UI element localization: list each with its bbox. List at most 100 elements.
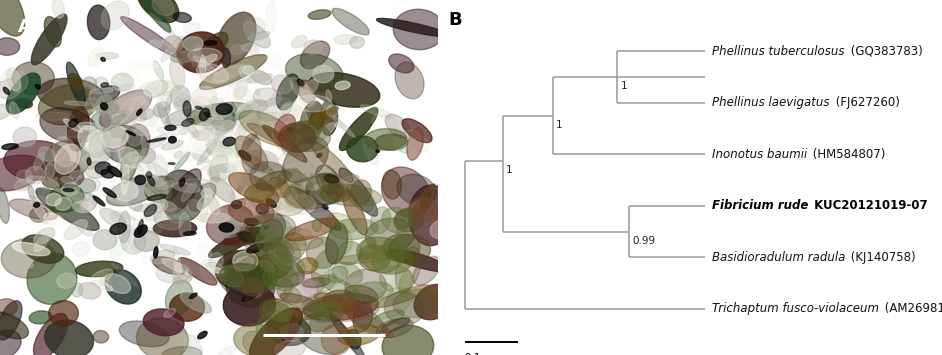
Ellipse shape	[65, 129, 91, 138]
Ellipse shape	[238, 127, 250, 146]
Ellipse shape	[0, 70, 14, 93]
Ellipse shape	[201, 200, 208, 222]
Ellipse shape	[284, 176, 343, 209]
Ellipse shape	[402, 119, 432, 143]
Ellipse shape	[138, 219, 143, 235]
Ellipse shape	[155, 81, 180, 100]
Ellipse shape	[219, 266, 244, 287]
Ellipse shape	[311, 123, 335, 144]
Ellipse shape	[241, 134, 261, 174]
Ellipse shape	[162, 40, 178, 48]
Ellipse shape	[396, 247, 421, 292]
Ellipse shape	[189, 183, 216, 211]
Ellipse shape	[252, 284, 264, 297]
Ellipse shape	[170, 293, 204, 321]
Ellipse shape	[372, 114, 398, 135]
Ellipse shape	[260, 299, 299, 329]
Ellipse shape	[243, 168, 267, 189]
Ellipse shape	[0, 188, 9, 223]
Ellipse shape	[176, 151, 197, 161]
Ellipse shape	[41, 162, 80, 188]
Text: B: B	[448, 11, 462, 29]
Ellipse shape	[139, 109, 154, 119]
Ellipse shape	[96, 53, 119, 59]
Ellipse shape	[134, 122, 160, 135]
Ellipse shape	[345, 285, 378, 304]
Ellipse shape	[229, 198, 274, 224]
Ellipse shape	[381, 318, 410, 333]
Ellipse shape	[339, 108, 378, 151]
Ellipse shape	[204, 40, 217, 45]
Ellipse shape	[45, 141, 89, 178]
Ellipse shape	[262, 186, 291, 208]
Ellipse shape	[245, 218, 259, 225]
Ellipse shape	[120, 321, 169, 347]
Ellipse shape	[145, 181, 168, 199]
Ellipse shape	[310, 174, 329, 185]
Ellipse shape	[256, 219, 283, 251]
Ellipse shape	[164, 308, 175, 317]
Ellipse shape	[39, 84, 98, 125]
Ellipse shape	[154, 220, 197, 237]
Ellipse shape	[258, 253, 305, 277]
Ellipse shape	[103, 114, 125, 132]
Ellipse shape	[290, 77, 315, 104]
Ellipse shape	[330, 219, 378, 240]
Text: Inonotus baumii: Inonotus baumii	[712, 148, 807, 161]
Ellipse shape	[229, 218, 246, 224]
Ellipse shape	[397, 174, 436, 206]
Ellipse shape	[320, 184, 345, 203]
Ellipse shape	[282, 102, 308, 127]
Ellipse shape	[206, 137, 239, 157]
Ellipse shape	[236, 134, 257, 156]
Ellipse shape	[276, 141, 294, 151]
Ellipse shape	[330, 175, 359, 192]
Ellipse shape	[149, 134, 168, 148]
Ellipse shape	[308, 10, 331, 19]
Ellipse shape	[111, 181, 138, 201]
Ellipse shape	[284, 169, 297, 190]
Ellipse shape	[154, 155, 168, 178]
Ellipse shape	[299, 296, 343, 320]
Ellipse shape	[0, 301, 22, 340]
Ellipse shape	[430, 219, 454, 239]
Ellipse shape	[311, 250, 333, 280]
Ellipse shape	[88, 134, 106, 150]
Ellipse shape	[174, 152, 190, 170]
Ellipse shape	[221, 71, 256, 87]
Ellipse shape	[219, 264, 277, 293]
Ellipse shape	[287, 128, 292, 132]
Ellipse shape	[93, 196, 105, 206]
Ellipse shape	[7, 68, 21, 91]
Ellipse shape	[313, 220, 321, 231]
Ellipse shape	[13, 127, 37, 147]
Ellipse shape	[242, 152, 261, 159]
Ellipse shape	[180, 178, 185, 187]
Ellipse shape	[114, 147, 132, 168]
Ellipse shape	[267, 315, 311, 345]
Ellipse shape	[250, 242, 293, 280]
Ellipse shape	[133, 219, 139, 240]
Ellipse shape	[261, 194, 278, 209]
Ellipse shape	[236, 148, 254, 164]
Ellipse shape	[198, 142, 217, 165]
Ellipse shape	[241, 278, 263, 296]
Ellipse shape	[106, 269, 141, 304]
Ellipse shape	[389, 234, 430, 264]
Ellipse shape	[159, 178, 167, 185]
Ellipse shape	[323, 290, 359, 312]
Ellipse shape	[203, 114, 223, 120]
Ellipse shape	[230, 44, 244, 55]
Ellipse shape	[248, 123, 300, 150]
Ellipse shape	[284, 286, 301, 303]
Ellipse shape	[9, 199, 57, 220]
Ellipse shape	[365, 129, 407, 150]
Ellipse shape	[247, 45, 259, 55]
Ellipse shape	[239, 66, 252, 82]
Ellipse shape	[263, 184, 288, 203]
Ellipse shape	[167, 174, 193, 180]
Ellipse shape	[263, 258, 293, 290]
Ellipse shape	[396, 209, 414, 228]
Ellipse shape	[149, 13, 175, 36]
Ellipse shape	[103, 188, 116, 198]
